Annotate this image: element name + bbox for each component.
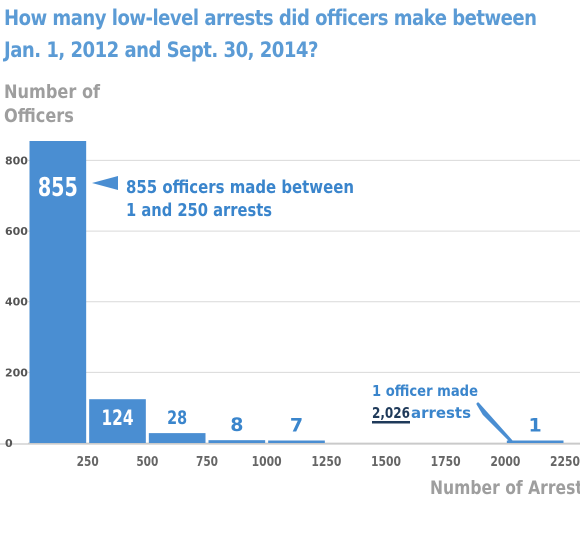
outlier-pointer-arrow — [476, 402, 513, 443]
y-tick-label: 600 — [5, 225, 28, 238]
y-tick-label: 400 — [5, 296, 28, 309]
x-tick-labels: 250 500 750 1000 1250 1500 1750 2000 2250 — [77, 455, 580, 470]
y-axis-label-line-2: Officers — [4, 105, 74, 127]
annotation-line-1: 855 officers made between — [126, 177, 354, 198]
chart-title-line-1: How many low-level arrests did officers … — [4, 6, 537, 30]
y-axis-label-line-1: Number of — [4, 81, 101, 103]
x-tick-label: 1000 — [252, 455, 282, 470]
x-tick-label: 250 — [77, 455, 99, 470]
bar — [29, 141, 87, 443]
first-bin-annotation: 855 officers made between 1 and 250 arre… — [92, 176, 354, 221]
bar-value-labels: 855 124 28 8 7 1 — [38, 173, 542, 437]
bar-value-label: 7 — [290, 415, 303, 437]
bars — [0, 141, 580, 445]
x-tick-label: 750 — [196, 455, 218, 470]
x-tick-label: 2000 — [490, 455, 520, 470]
outlier-annotation: 1 officer made 2,026 arrests — [372, 382, 513, 443]
annotation-pointer-arrow — [92, 176, 118, 190]
x-tick-label: 1250 — [311, 455, 341, 470]
outlier-annotation-line-1: 1 officer made — [372, 382, 478, 400]
x-tick-label: 1500 — [371, 455, 401, 470]
annotation-line-2: 1 and 250 arrests — [126, 200, 272, 221]
x-axis-label: Number of Arrests — [430, 477, 580, 499]
y-tick-labels: 0 200 400 600 800 — [5, 154, 28, 450]
x-tick-label: 1750 — [431, 455, 461, 470]
outlier-annotation-rest: arrests — [411, 404, 471, 422]
chart-title: How many low-level arrests did officers … — [4, 2, 537, 66]
outlier-number-underline — [372, 421, 410, 424]
outlier-number: 2,026 — [372, 404, 410, 422]
y-tick-label: 200 — [5, 366, 28, 379]
y-tick-label: 800 — [5, 154, 28, 167]
bar-value-label: 8 — [230, 414, 243, 436]
bar-value-label: 855 — [38, 173, 78, 203]
bar-value-label: 1 — [529, 415, 542, 437]
bar — [148, 433, 206, 443]
x-tick-label: 2250 — [550, 455, 580, 470]
x-tick-label: 500 — [136, 455, 158, 470]
bar — [506, 440, 564, 443]
y-axis-label: Number of Officers — [4, 80, 100, 128]
y-tick-label: 0 — [5, 437, 13, 450]
bar — [208, 440, 266, 443]
bar-value-label: 28 — [167, 407, 187, 429]
bar — [89, 399, 146, 443]
bar-value-label: 124 — [102, 406, 134, 430]
chart-title-line-2: Jan. 1, 2012 and Sept. 30, 2014? — [4, 38, 318, 62]
bar — [268, 440, 325, 443]
